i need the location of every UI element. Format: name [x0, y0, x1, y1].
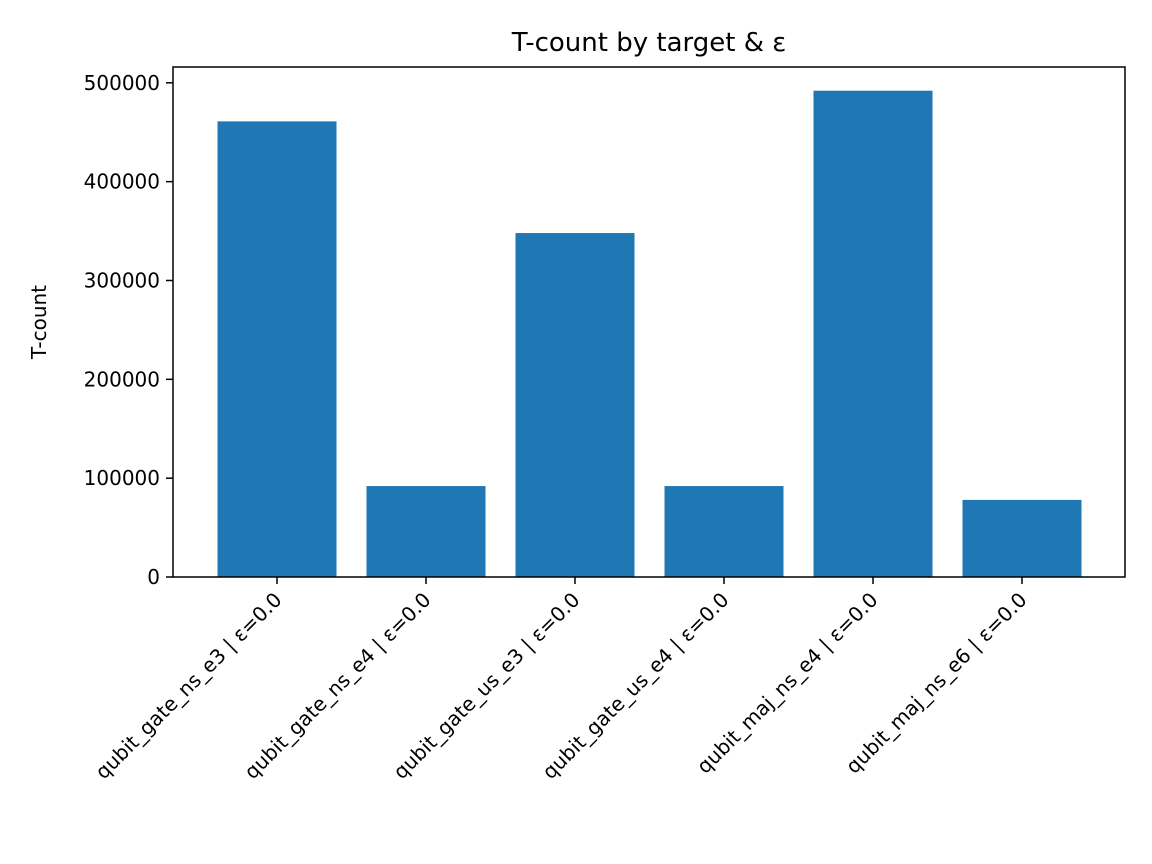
y-tick-label: 100000	[84, 466, 160, 490]
bar	[962, 499, 1082, 577]
y-tick-label: 200000	[84, 367, 160, 391]
plot-frame	[172, 66, 1126, 578]
bar	[664, 486, 784, 577]
y-tick-label: 500000	[84, 71, 160, 95]
bar	[813, 90, 933, 577]
y-tick-label: 300000	[84, 268, 160, 292]
x-axis: qubit_gate_ns_e3 | ε=0.0qubit_gate_ns_e4…	[90, 577, 1032, 784]
bar	[366, 486, 486, 577]
y-tick-label: 400000	[84, 170, 160, 194]
y-tick-label: 0	[147, 565, 160, 589]
bar	[217, 121, 337, 577]
y-axis: 0 100000 200000 300000 400000 500000	[84, 71, 173, 589]
chart-title: T-count by target & ε	[511, 28, 787, 58]
y-axis-label: T-count	[27, 285, 51, 360]
bars-group	[217, 90, 1082, 577]
bar	[515, 233, 635, 577]
